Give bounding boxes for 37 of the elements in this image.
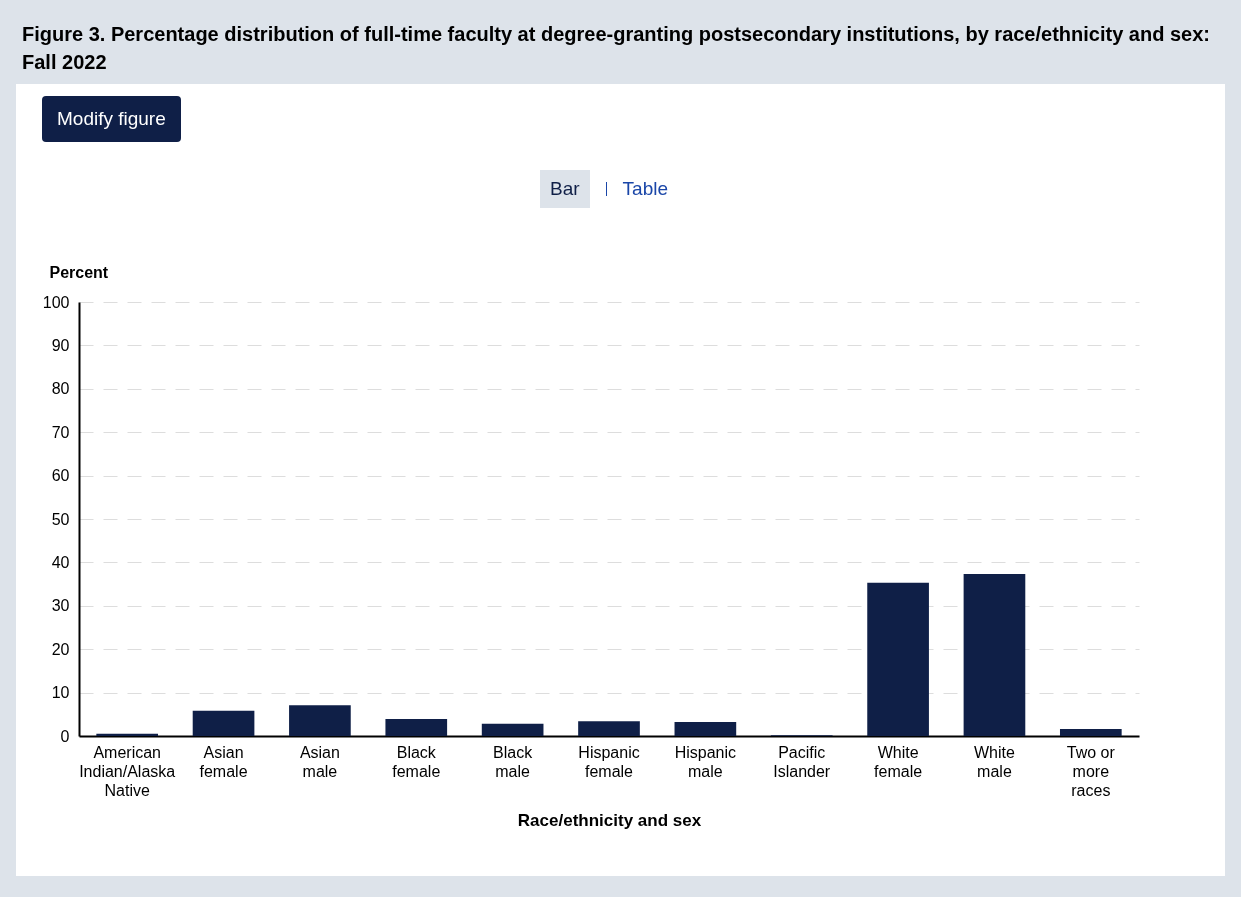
x-axis-title: Race/ethnicity and sex bbox=[517, 810, 702, 830]
chart-title: Figure 3. Percentage distribution of full-time faculty at degree-granting postsecondary institutions, by race/ethnicity and sex: Fall 2022 bbox=[21, 22, 1211, 75]
x-tick-label: White female bbox=[874, 743, 923, 780]
y-axis-title: Percent bbox=[49, 263, 109, 281]
y-tick-label: 90 bbox=[51, 336, 70, 354]
x-tick-label: Hispanic male bbox=[674, 743, 737, 780]
y-tick-label: 30 bbox=[51, 597, 70, 615]
y-tick-label: 0 bbox=[60, 727, 70, 745]
bar bbox=[1059, 729, 1122, 736]
bar bbox=[385, 719, 448, 736]
y-tick-label: 20 bbox=[51, 640, 70, 658]
y-tick-label: 60 bbox=[51, 467, 70, 485]
x-tick-label: White male bbox=[974, 743, 1015, 780]
x-tick-label: Pacific Islander bbox=[773, 743, 831, 780]
y-tick-label: 100 bbox=[42, 293, 70, 311]
view-toggle: Bar Table bbox=[540, 170, 668, 208]
bar bbox=[289, 705, 351, 736]
bar bbox=[192, 710, 255, 736]
x-tick-label: Asian male bbox=[299, 743, 340, 780]
x-tick-label: Black female bbox=[392, 743, 441, 780]
bar bbox=[578, 721, 640, 736]
bar bbox=[963, 574, 1026, 736]
bar bbox=[96, 733, 159, 736]
x-tick-label: Two or more races bbox=[1066, 743, 1116, 799]
x-tick-label: Asian female bbox=[199, 743, 248, 780]
modify-figure-button: Modify figure bbox=[42, 96, 181, 142]
y-tick-label: 40 bbox=[51, 553, 70, 571]
x-tick-label: Black male bbox=[493, 743, 534, 780]
y-tick-label: 80 bbox=[51, 380, 70, 398]
y-tick-label: 70 bbox=[51, 423, 70, 441]
bar bbox=[481, 723, 544, 736]
y-tick-label: 10 bbox=[51, 684, 70, 702]
bar bbox=[674, 722, 737, 736]
y-tick-label: 50 bbox=[51, 510, 70, 528]
x-tick-label: American Indian/Alaska Native bbox=[79, 743, 176, 799]
x-tick-label: Hispanic female bbox=[578, 743, 640, 780]
bar bbox=[867, 582, 929, 736]
